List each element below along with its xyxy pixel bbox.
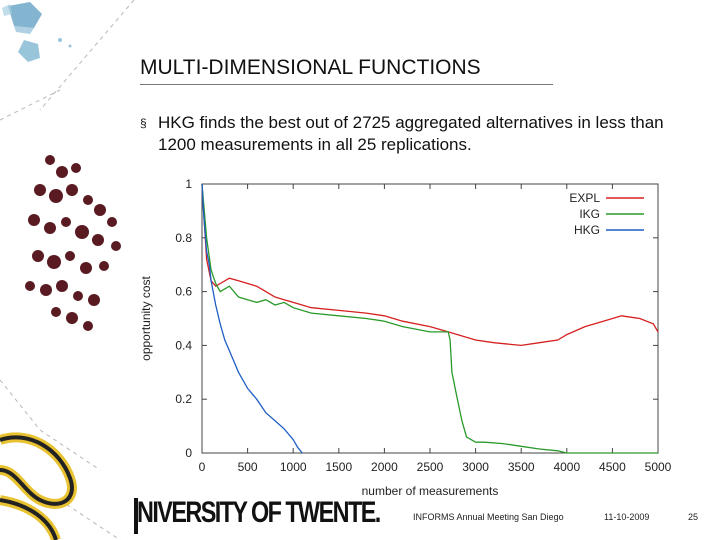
footer-event: INFORMS Annual Meeting San Diego — [413, 512, 564, 522]
x-tick-label: 0 — [199, 460, 206, 474]
x-axis-label: number of measurements — [362, 484, 499, 498]
x-tick-label: 3500 — [508, 460, 535, 474]
x-tick-label: 500 — [238, 460, 258, 474]
axis-ticks: 0 500 1000 1500 2000 2500 3000 3500 4000 4500 5000… — [175, 177, 671, 474]
crystal-cluster-graphic — [2, 2, 72, 62]
y-tick-label: 0 — [185, 446, 192, 460]
x-tick-label: 3000 — [462, 460, 489, 474]
chart-series — [201, 183, 659, 454]
y-tick-label: 1 — [185, 177, 192, 191]
legend-label-hkg: HKG — [574, 223, 600, 237]
y-tick-label: 0.6 — [175, 285, 192, 299]
slide-title: MULTI-DIMENSIONAL FUNCTIONS — [140, 56, 481, 79]
dashed-deco-lines — [0, 0, 135, 540]
university-logo: NIVERSITY OF TWENTE. — [137, 496, 381, 529]
title-underline — [140, 84, 553, 85]
flower-cluster-graphic — [25, 155, 121, 331]
legend-label-ikg: IKG — [579, 207, 600, 221]
gold-ring-graphic — [0, 432, 77, 540]
bullet-text: HKG finds the best out of 2725 aggregate… — [158, 113, 664, 154]
series-line-ikg — [201, 183, 658, 454]
x-tick-label: 5000 — [645, 460, 672, 474]
x-tick-label: 1000 — [280, 460, 307, 474]
y-tick-label: 0.4 — [175, 338, 192, 352]
series-line-expl — [201, 183, 659, 347]
legend-label-expl: EXPL — [569, 191, 600, 205]
x-tick-label: 2000 — [371, 460, 398, 474]
page-number: 25 — [688, 512, 699, 522]
bullet-point: § HKG finds the best out of 2725 aggrega… — [140, 112, 700, 156]
x-tick-label: 2500 — [417, 460, 444, 474]
y-axis-label: opportunity cost — [140, 275, 153, 360]
x-tick-label: 4500 — [599, 460, 626, 474]
opportunity-cost-chart: 0 500 1000 1500 2000 2500 3000 3500 4000 4500 5000… — [140, 177, 672, 498]
y-tick-label: 0.2 — [175, 392, 192, 406]
x-tick-label: 4000 — [553, 460, 580, 474]
footer-date: 11-10-2009 — [604, 512, 650, 522]
logo-bar — [134, 498, 138, 534]
series-line-hkg — [201, 183, 303, 454]
bullet-marker-icon: § — [140, 116, 147, 130]
x-tick-label: 1500 — [325, 460, 352, 474]
chart-legend: EXPL IKG HKG — [569, 191, 644, 237]
y-tick-label: 0.8 — [175, 231, 192, 245]
